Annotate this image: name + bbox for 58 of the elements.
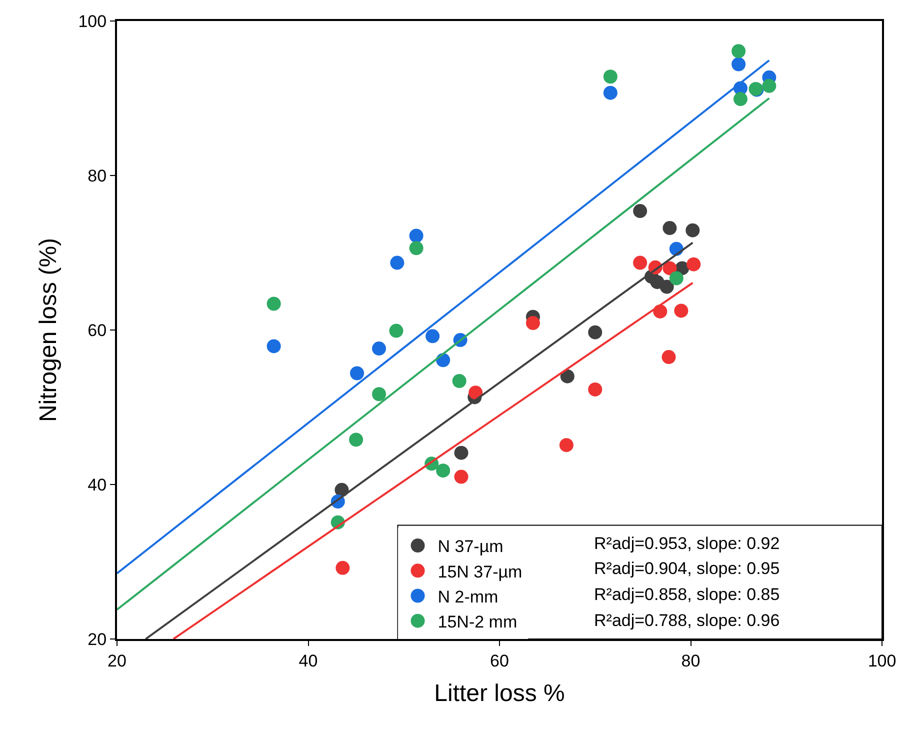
point bbox=[426, 329, 440, 344]
x-axis-title: Litter loss % bbox=[434, 680, 565, 708]
annotation: R²adj=0.788, slope: 0.96 bbox=[594, 611, 780, 630]
point bbox=[732, 57, 746, 72]
point bbox=[349, 432, 364, 447]
point bbox=[662, 221, 677, 236]
point bbox=[452, 374, 466, 388]
point bbox=[409, 228, 424, 243]
legend-label: 15N 37-µm bbox=[438, 562, 522, 582]
x-tick-label: 80 bbox=[681, 651, 700, 670]
point bbox=[674, 304, 688, 318]
point bbox=[336, 560, 350, 575]
y-tick-label: 100 bbox=[78, 12, 107, 31]
annotation: R²adj=0.953, slope: 0.92 bbox=[594, 534, 780, 553]
point bbox=[762, 78, 776, 93]
y-tick-label: 40 bbox=[88, 475, 107, 494]
point bbox=[454, 446, 468, 460]
legend-label: 15N-2 mm bbox=[438, 612, 518, 632]
annotation: R²adj=0.858, slope: 0.85 bbox=[594, 585, 780, 604]
point bbox=[350, 366, 364, 380]
point bbox=[409, 241, 424, 256]
point bbox=[660, 280, 674, 294]
x-tick-label: 40 bbox=[298, 651, 318, 670]
point bbox=[266, 339, 281, 354]
point bbox=[732, 44, 746, 58]
point bbox=[662, 350, 676, 364]
point bbox=[559, 438, 574, 452]
y-axis-title: Nitrogen loss (%) bbox=[34, 238, 62, 422]
x-tick-label: 100 bbox=[868, 651, 896, 670]
point bbox=[633, 256, 648, 270]
point bbox=[588, 382, 602, 396]
point bbox=[266, 296, 281, 311]
point bbox=[468, 386, 483, 400]
point bbox=[686, 223, 700, 238]
legend-label: N 37-µm bbox=[438, 537, 504, 556]
x-tick-label: 20 bbox=[108, 651, 126, 670]
y-tick-label: 80 bbox=[88, 166, 107, 186]
x-tick-label: 60 bbox=[490, 651, 509, 670]
legend-label: N 2-mm bbox=[438, 587, 498, 606]
point bbox=[372, 387, 386, 402]
point bbox=[588, 325, 602, 340]
point bbox=[686, 257, 701, 272]
y-tick-label: 20 bbox=[88, 630, 107, 649]
point bbox=[436, 464, 450, 478]
point bbox=[603, 86, 618, 100]
point bbox=[389, 324, 404, 338]
point bbox=[733, 92, 748, 106]
point bbox=[560, 369, 574, 384]
y-tick-label: 60 bbox=[88, 320, 107, 340]
annotation: R²adj=0.904, slope: 0.95 bbox=[594, 559, 780, 578]
point bbox=[662, 261, 677, 276]
point bbox=[669, 271, 684, 286]
point bbox=[526, 316, 540, 330]
point bbox=[372, 342, 386, 356]
point bbox=[603, 70, 618, 84]
point bbox=[390, 256, 404, 270]
point bbox=[633, 204, 648, 218]
point bbox=[454, 470, 468, 484]
